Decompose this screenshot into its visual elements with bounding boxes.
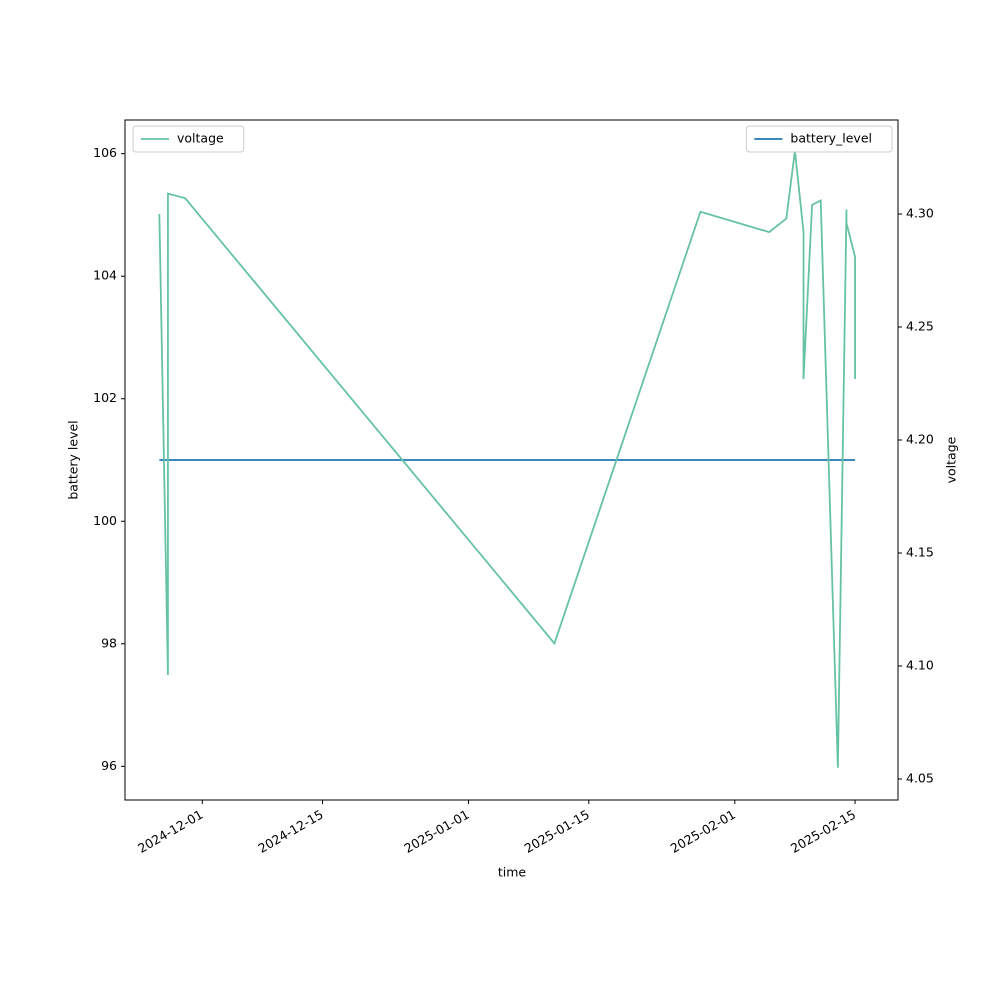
x-axis-label: time	[498, 865, 527, 880]
y-tick-label: 96	[101, 758, 117, 773]
legend: battery_level	[745, 125, 893, 153]
legend: voltage	[132, 125, 245, 153]
y2-tick-label: 4.05	[906, 770, 934, 785]
x-tick-label: 2025-01-15	[522, 807, 592, 856]
y-tick-label: 102	[93, 390, 117, 405]
x-tick-label: 2024-12-01	[135, 807, 205, 856]
legend-label: battery_level	[790, 131, 872, 146]
y2-tick-label: 4.10	[906, 657, 934, 672]
x-tick-label: 2025-02-15	[788, 807, 858, 856]
x-tick-label: 2025-02-01	[668, 807, 738, 856]
y2-tick-label: 4.25	[906, 319, 934, 334]
y-tick-label: 98	[101, 635, 117, 650]
plot-frame	[124, 119, 899, 801]
line-series	[158, 150, 856, 768]
y-tick-label: 104	[93, 268, 117, 283]
x-tick-label: 2024-12-15	[255, 807, 325, 856]
y2-axis-label: voltage	[944, 436, 959, 483]
y2-tick-label: 4.15	[906, 544, 934, 559]
y2-tick-label: 4.20	[906, 432, 934, 447]
legend-box	[745, 125, 893, 153]
y-tick-label: 106	[93, 145, 117, 160]
legend-label: voltage	[177, 131, 224, 146]
legend-box	[132, 125, 245, 153]
x-tick-label: 2025-01-01	[401, 807, 471, 856]
y2-tick-label: 4.30	[906, 206, 934, 221]
y-axis-label: battery level	[66, 420, 81, 499]
y-tick-label: 100	[93, 513, 117, 528]
